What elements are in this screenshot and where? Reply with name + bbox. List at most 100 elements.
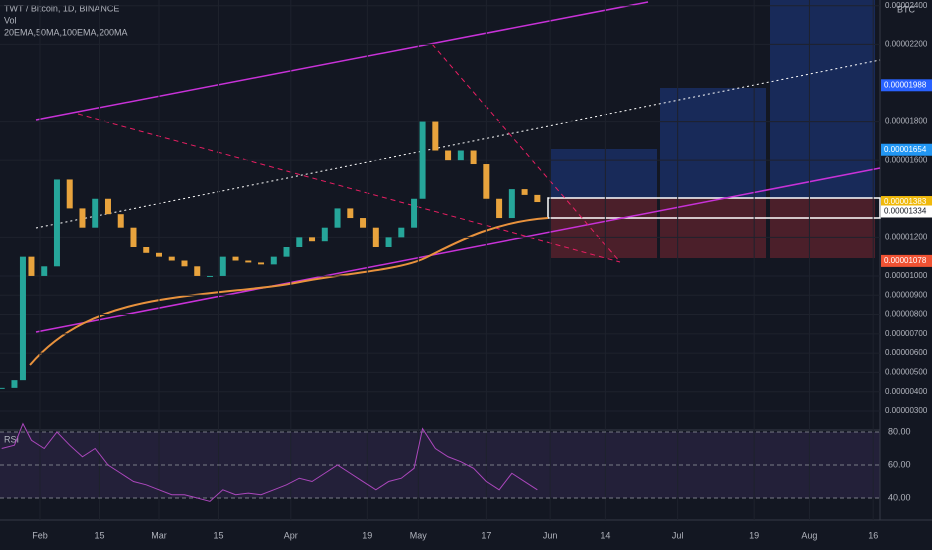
range-box: [547, 197, 881, 219]
y-tick-label: 0.00000600: [885, 348, 928, 357]
price-tag: [881, 196, 932, 209]
trend-line: [431, 43, 621, 263]
x-tick-label: 15: [94, 530, 104, 540]
stop-zone: [770, 198, 875, 258]
candle: [258, 262, 265, 265]
candle: [432, 121, 439, 151]
y-tick-label: 0.00001000: [885, 271, 928, 280]
rsi-label: RSI: [4, 434, 19, 444]
price-tag-label: 0.00001988: [884, 80, 927, 89]
x-tick-label: Jun: [543, 530, 558, 540]
y-tick-label: 0.00000400: [885, 387, 928, 396]
candle: [53, 179, 60, 267]
rsi-band: [0, 432, 880, 498]
x-tick-label: 16: [868, 530, 878, 540]
rsi-line: [1, 422, 538, 502]
y-tick-label: 0.00002200: [885, 39, 928, 48]
candle: [508, 189, 515, 219]
target-zone: [770, 0, 875, 198]
candle: [207, 275, 214, 277]
candle: [483, 164, 490, 199]
candle: [245, 260, 252, 263]
y-tick-label: 0.00000700: [885, 329, 928, 338]
candle: [372, 227, 379, 247]
candle: [321, 227, 328, 242]
rsi-tick-label: 40.00: [888, 492, 911, 502]
x-tick-label: 17: [481, 530, 491, 540]
x-tick-label: 15: [214, 530, 224, 540]
x-tick-label: 19: [362, 530, 372, 540]
currency-label: BTC: [897, 4, 916, 14]
price-tag: [881, 205, 932, 218]
candle: [360, 218, 367, 228]
candle: [194, 266, 201, 276]
candle: [66, 179, 73, 209]
y-tick-label: 0.00000800: [885, 310, 928, 319]
candle: [347, 208, 354, 219]
x-tick-label: Apr: [284, 530, 298, 540]
channel-line: [35, 167, 881, 333]
y-tick-label: 0.00001800: [885, 117, 928, 126]
candle: [155, 252, 162, 257]
rsi-tick-label: 60.00: [888, 459, 911, 469]
candle: [419, 121, 426, 199]
indicator-list: 20EMA,50MA,100EMA,200MA: [4, 27, 128, 37]
candle: [232, 256, 239, 261]
price-tag: [881, 143, 932, 156]
candle: [457, 150, 464, 161]
x-tick-label: 19: [749, 530, 759, 540]
candle: [0, 387, 5, 389]
x-tick-label: Aug: [801, 530, 817, 540]
candle: [130, 227, 137, 247]
price-tag: [881, 79, 932, 92]
candle: [283, 246, 290, 257]
y-tick-label: 0.00000900: [885, 290, 928, 299]
price-tag-label: 0.00001654: [884, 145, 927, 154]
x-tick-label: Jul: [672, 530, 684, 540]
x-tick-label: May: [410, 530, 428, 540]
y-tick-label: 0.00001600: [885, 155, 928, 164]
price-tag-label: 0.00001334: [884, 207, 927, 216]
candle: [219, 256, 226, 276]
candle: [143, 246, 150, 253]
candle: [334, 208, 341, 228]
candle: [296, 237, 303, 247]
candle: [41, 266, 48, 276]
y-tick-label: 0.00002400: [885, 1, 928, 10]
x-tick-label: Feb: [32, 530, 48, 540]
y-tick-label: 0.00000300: [885, 406, 928, 415]
candle: [521, 189, 528, 195]
candle: [385, 237, 392, 247]
volume-label: Vol: [4, 15, 17, 25]
candle: [398, 227, 405, 238]
candle: [470, 150, 477, 165]
candle: [445, 150, 452, 161]
candle: [309, 237, 316, 242]
candle: [411, 198, 418, 228]
price-tag: [881, 254, 932, 267]
candle: [28, 256, 35, 276]
candle: [11, 380, 18, 388]
stop-zone: [551, 198, 657, 258]
candle: [496, 198, 503, 219]
x-tick-label: Mar: [151, 530, 167, 540]
candle: [534, 194, 541, 203]
mid-line: [35, 59, 881, 229]
channel-line: [35, 1, 649, 121]
price-tag-label: 0.00001383: [884, 197, 927, 206]
candle: [92, 198, 99, 228]
candle: [181, 260, 188, 267]
candle: [19, 256, 26, 381]
rsi-tick-label: 80.00: [888, 426, 911, 436]
target-zone: [660, 88, 766, 198]
candle: [270, 256, 277, 265]
price-tag-label: 0.00001078: [884, 256, 927, 265]
candle: [79, 208, 86, 228]
y-tick-label: 0.00000500: [885, 368, 928, 377]
candle: [117, 214, 124, 228]
x-tick-label: 14: [600, 530, 610, 540]
candle: [168, 256, 175, 261]
